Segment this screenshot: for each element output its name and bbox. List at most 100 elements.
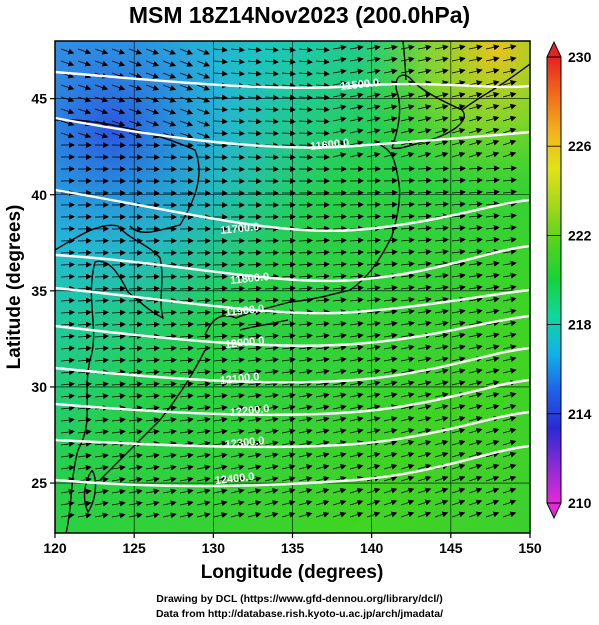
wind-arrow xyxy=(332,261,347,268)
wind-arrow xyxy=(162,476,177,483)
wind-arrow xyxy=(60,357,75,364)
contour-label: 12400.0 xyxy=(214,471,255,487)
wind-arrow xyxy=(213,273,228,280)
wind-arrow xyxy=(366,416,381,423)
wind-arrow xyxy=(417,428,432,434)
wind-arrow xyxy=(94,96,109,103)
wind-arrow xyxy=(196,369,211,376)
wind-arrow xyxy=(230,94,245,101)
wind-arrow xyxy=(264,70,279,77)
wind-arrow xyxy=(502,475,517,482)
wind-arrow xyxy=(247,488,262,495)
wind-arrow xyxy=(94,393,109,400)
wind-arrow xyxy=(230,70,245,77)
wind-arrow xyxy=(383,285,398,291)
wind-arrow xyxy=(400,128,415,134)
wind-arrow xyxy=(315,273,330,280)
wind-arrow xyxy=(366,380,381,387)
wind-arrow xyxy=(349,249,364,256)
wind-arrow xyxy=(485,189,500,196)
wind-arrow xyxy=(383,416,398,422)
wind-arrow xyxy=(417,213,432,220)
wind-arrow xyxy=(60,120,75,127)
wind-arrow xyxy=(196,48,210,55)
wind-arrow xyxy=(111,512,126,519)
wind-arrow xyxy=(298,118,313,125)
wind-arrow xyxy=(485,165,500,172)
wind-arrow xyxy=(349,344,364,351)
contour-label: 12300.0 xyxy=(224,435,265,451)
wind-arrow xyxy=(332,128,347,135)
wind-arrow xyxy=(451,439,466,446)
wind-arrow xyxy=(366,404,381,411)
wind-arrow xyxy=(434,225,449,232)
wind-arrow xyxy=(281,106,296,113)
wind-arrow xyxy=(179,84,194,91)
wind-arrow xyxy=(383,380,398,387)
wind-arrow xyxy=(383,356,398,363)
wind-arrow xyxy=(349,213,364,220)
wind-arrow xyxy=(417,44,432,51)
wind-arrow xyxy=(298,452,313,459)
wind-arrow xyxy=(298,58,313,65)
wind-arrow xyxy=(366,320,381,327)
coastline-sakhalin xyxy=(402,40,407,81)
wind-arrow xyxy=(332,225,347,232)
wind-arrow xyxy=(196,132,211,139)
wind-arrow xyxy=(502,320,517,327)
wind-arrow xyxy=(332,152,347,159)
wind-arrow xyxy=(179,512,194,519)
wind-arrow xyxy=(145,108,160,115)
wind-arrow xyxy=(451,44,466,51)
wind-arrow xyxy=(502,189,517,196)
wind-arrow xyxy=(281,392,296,399)
wind-arrow xyxy=(281,511,296,518)
wind-arrow xyxy=(162,108,177,115)
wind-arrow xyxy=(128,96,143,103)
wind-arrow xyxy=(400,511,415,518)
wind-arrow xyxy=(434,116,449,122)
wind-arrow xyxy=(111,309,126,316)
wind-arrow xyxy=(451,225,466,232)
wind-arrow xyxy=(383,68,398,75)
wind-arrow xyxy=(366,116,381,123)
wind-arrow xyxy=(213,476,228,483)
wind-arrow xyxy=(468,201,483,208)
wind-arrow xyxy=(400,416,415,422)
wind-arrow xyxy=(179,369,194,376)
contour-line xyxy=(54,188,531,233)
wind-arrow xyxy=(485,487,500,494)
wind-arrow xyxy=(230,333,245,340)
wind-arrow xyxy=(451,151,466,158)
wind-arrow xyxy=(485,404,500,410)
wind-arrow xyxy=(128,357,143,364)
wind-arrow xyxy=(434,308,449,315)
wind-arrow xyxy=(281,58,296,65)
wind-arrow xyxy=(179,476,194,483)
wind-arrow xyxy=(162,48,177,55)
wind-arrow xyxy=(196,392,211,399)
wind-arrow xyxy=(264,356,279,363)
wind-arrow xyxy=(366,273,381,280)
wind-arrow xyxy=(400,116,415,123)
wind-arrow xyxy=(383,368,398,375)
x-axis-label: Longitude (degrees) xyxy=(201,562,384,583)
wind-arrow xyxy=(400,368,415,375)
wind-arrow xyxy=(502,439,517,446)
wind-arrow xyxy=(451,332,466,339)
wind-arrow xyxy=(332,332,347,339)
map-title: MSM 18Z14Nov2023 (200.0hPa) xyxy=(128,2,471,28)
wind-arrow xyxy=(417,296,432,303)
wind-arrow xyxy=(468,92,483,98)
wind-arrow xyxy=(451,248,466,255)
wind-arrow xyxy=(94,321,109,328)
wind-arrow xyxy=(332,404,347,411)
wind-arrow xyxy=(400,308,415,315)
wind-arrow xyxy=(94,285,109,292)
wind-arrow xyxy=(485,320,500,327)
wind-arrow xyxy=(417,320,432,327)
wind-arrow xyxy=(502,56,517,63)
wind-arrow xyxy=(332,416,347,423)
wind-arrow xyxy=(298,321,313,328)
wind-arrow xyxy=(162,500,177,507)
